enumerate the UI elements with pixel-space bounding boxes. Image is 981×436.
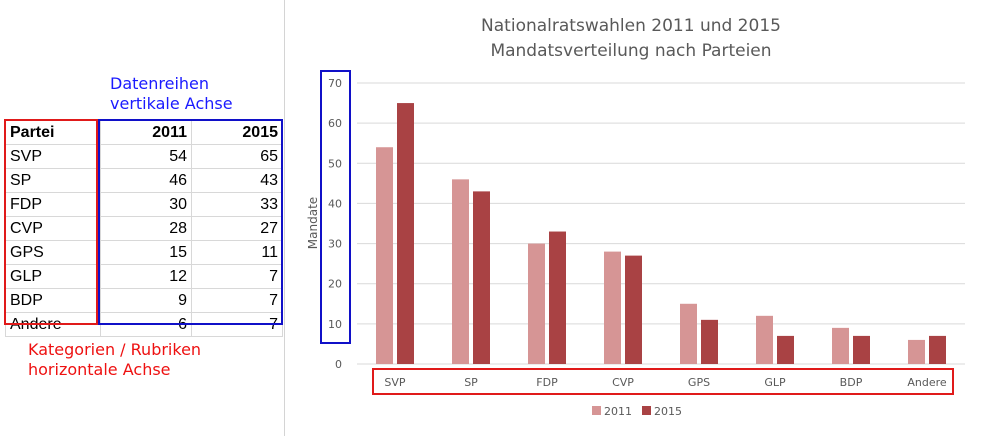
table-cell-party: SVP [5,144,101,169]
bar-2011-bdp [832,327,849,364]
category-highlight-box [4,119,98,325]
y-tick-label: 30 [328,238,342,251]
bar-2011-fdp [528,243,545,364]
table-cell-party: CVP [5,216,101,241]
series-annotation: Datenreihen vertikale Achse [110,74,233,114]
table-header-2011: 2011 [100,120,192,145]
bar-2015-fdp [549,231,566,364]
y-tick-label: 10 [328,318,342,331]
x-tick-label: BDP [840,376,863,389]
series-annotation-line1: Datenreihen [110,74,210,93]
bar-2011-gps [680,303,697,364]
category-annotation-line1: Kategorien / Rubriken [28,340,202,359]
bar-2015-bdp [853,335,870,364]
bars [376,103,946,365]
table-row: SP 46 43 [5,168,283,193]
bar-2015-sp [473,191,490,364]
source-data-table: Partei 2011 2015 SVP 54 65 SP 46 43 FDP 30 33 CVP… [5,120,283,337]
y-tick-label: 40 [328,197,342,210]
table-header-partei: Partei [5,120,101,145]
bar-2011-glp [756,315,773,364]
bar-2015-cvp [625,255,642,364]
table-cell-value: 7 [191,264,283,289]
x-axis-ticks: SVP SP FDP CVP GPS GLP BDP Andere [384,376,946,389]
bar-chart: Nationalratswahlen 2011 und 2015 Mandats… [306,16,965,418]
chart-title: Nationalratswahlen 2011 und 2015 [481,16,781,36]
table-cell-value: 30 [100,192,192,217]
series-highlight-box [98,119,283,325]
table-cell-value: 46 [100,168,192,193]
table-cell-party: GPS [5,240,101,265]
legend-label-2011: 2011 [604,405,632,418]
grid-lines [357,82,965,365]
chart-area: Nationalratswahlen 2011 und 2015 Mandats… [284,0,981,436]
table-row: GLP 12 7 [5,264,283,289]
x-tick-label: SP [464,376,478,389]
bar-2015-andere [929,335,946,364]
table-cell-party: FDP [5,192,101,217]
legend-label-2015: 2015 [654,405,682,418]
x-tick-label: FDP [536,376,558,389]
x-axis-highlight-box [372,368,954,395]
table-cell-party: BDP [5,288,101,313]
legend-swatch-2011 [592,406,601,415]
table-row: FDP 30 33 [5,192,283,217]
table-cell-party: SP [5,168,101,193]
bar-2015-gps [701,319,718,364]
x-tick-label: CVP [612,376,634,389]
table-cell-value: 33 [191,192,283,217]
y-tick-label: 0 [335,358,342,371]
table-cell-value: 15 [100,240,192,265]
x-tick-label: GPS [688,376,710,389]
y-tick-label: 50 [328,157,342,170]
x-tick-label: Andere [907,376,947,389]
category-annotation: Kategorien / Rubriken horizontale Achse [28,340,201,380]
bar-2011-andere [908,339,925,364]
y-tick-label: 20 [328,278,342,291]
legend: 2011 2015 [592,405,682,418]
y-axis-title: Mandate [306,197,320,249]
bar-2011-svp [376,147,393,364]
table-cell-value: 7 [191,288,283,313]
table-row: GPS 15 11 [5,240,283,265]
table-cell-value: 27 [191,216,283,241]
x-tick-label: GLP [764,376,786,389]
y-axis-highlight-box [320,70,351,344]
table-cell-value: 28 [100,216,192,241]
bar-2011-sp [452,179,469,364]
y-tick-label: 70 [328,77,342,90]
y-tick-label: 60 [328,117,342,130]
table-cell-value: 43 [191,168,283,193]
legend-swatch-2015 [642,406,651,415]
y-axis-ticks: 0 10 20 30 40 50 60 70 [328,77,342,371]
table-cell-value: 12 [100,264,192,289]
category-annotation-line2: horizontale Achse [28,360,171,379]
bar-2011-cvp [604,251,621,364]
table-row: SVP 54 65 [5,144,283,169]
series-annotation-line2: vertikale Achse [110,94,233,113]
chart-subtitle: Mandatsverteilung nach Parteien [490,41,771,61]
bar-2015-glp [777,335,794,364]
table-row: CVP 28 27 [5,216,283,241]
bar-2015-svp [397,103,414,365]
x-tick-label: SVP [384,376,406,389]
